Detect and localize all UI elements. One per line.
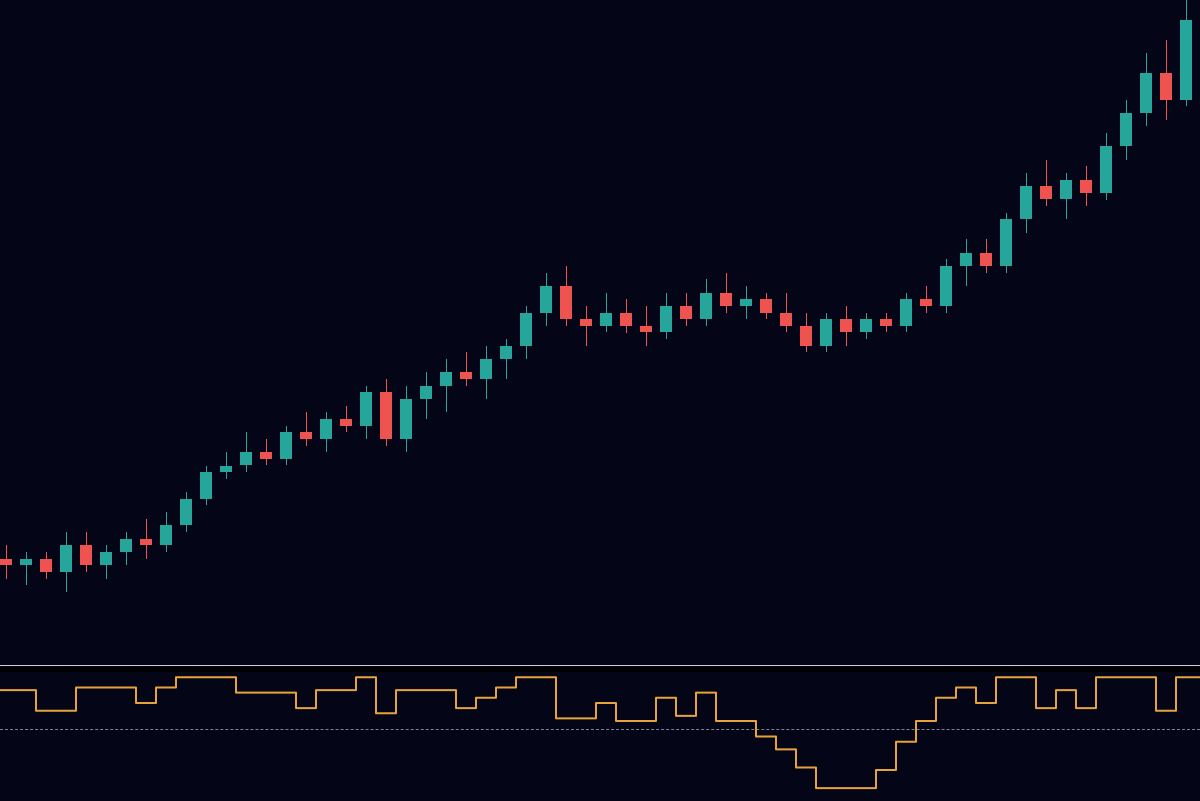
candle-body bbox=[700, 293, 712, 320]
candle-wick bbox=[466, 352, 467, 385]
candle-body bbox=[600, 313, 612, 326]
candle-body bbox=[340, 419, 352, 426]
candle-body bbox=[1060, 180, 1072, 200]
candle-body bbox=[900, 299, 912, 326]
panel-separator bbox=[0, 665, 1200, 666]
chart-container bbox=[0, 0, 1200, 801]
candle-body bbox=[940, 266, 952, 306]
candle-body bbox=[640, 326, 652, 333]
candle-body bbox=[280, 432, 292, 459]
candle-body bbox=[180, 499, 192, 526]
candle-body bbox=[240, 452, 252, 465]
candle-body bbox=[620, 313, 632, 326]
candle-wick bbox=[306, 412, 307, 445]
candle-body bbox=[220, 466, 232, 473]
candle-body bbox=[0, 559, 12, 566]
candle-body bbox=[540, 286, 552, 313]
candle-body bbox=[200, 472, 212, 499]
candle-body bbox=[1160, 73, 1172, 100]
candle-body bbox=[880, 319, 892, 326]
candle-body bbox=[680, 306, 692, 319]
candle-wick bbox=[26, 552, 27, 585]
candle-body bbox=[500, 346, 512, 359]
candle-body bbox=[480, 359, 492, 379]
candle-body bbox=[20, 559, 32, 566]
candle-body bbox=[1080, 180, 1092, 193]
candle-body bbox=[260, 452, 272, 459]
candle-body bbox=[1140, 73, 1152, 113]
candle-body bbox=[60, 545, 72, 572]
candle-body bbox=[400, 399, 412, 439]
candle-body bbox=[980, 253, 992, 266]
candle-wick bbox=[446, 359, 447, 412]
candle-body bbox=[1040, 186, 1052, 199]
candle-body bbox=[320, 419, 332, 439]
candle-body bbox=[740, 299, 752, 306]
indicator-panel[interactable] bbox=[0, 672, 1200, 801]
candle-body bbox=[1120, 113, 1132, 146]
candle-body bbox=[1020, 186, 1032, 219]
candle-body bbox=[520, 313, 532, 346]
candle-body bbox=[800, 326, 812, 346]
candle-body bbox=[420, 386, 432, 399]
candle-body bbox=[560, 286, 572, 319]
candle-body bbox=[780, 313, 792, 326]
candle-body bbox=[1180, 20, 1192, 100]
candle-body bbox=[120, 539, 132, 552]
candle-body bbox=[860, 319, 872, 332]
indicator-line bbox=[0, 672, 1200, 801]
candle-body bbox=[1000, 219, 1012, 266]
candle-body bbox=[440, 372, 452, 385]
candle-wick bbox=[586, 306, 587, 346]
candle-body bbox=[80, 545, 92, 565]
candle-body bbox=[820, 319, 832, 346]
candle-body bbox=[920, 299, 932, 306]
candle-body bbox=[460, 372, 472, 379]
candle-body bbox=[760, 299, 772, 312]
candle-body bbox=[40, 559, 52, 572]
candle-body bbox=[840, 319, 852, 332]
candle-body bbox=[580, 319, 592, 326]
candle-body bbox=[960, 253, 972, 266]
candle-body bbox=[660, 306, 672, 333]
candle-body bbox=[1100, 146, 1112, 193]
candle-body bbox=[720, 293, 732, 306]
candle-body bbox=[100, 552, 112, 565]
candle-body bbox=[380, 392, 392, 439]
candlestick-panel[interactable] bbox=[0, 0, 1200, 665]
candle-body bbox=[140, 539, 152, 546]
candle-body bbox=[300, 432, 312, 439]
candle-body bbox=[160, 525, 172, 545]
candle-body bbox=[360, 392, 372, 425]
